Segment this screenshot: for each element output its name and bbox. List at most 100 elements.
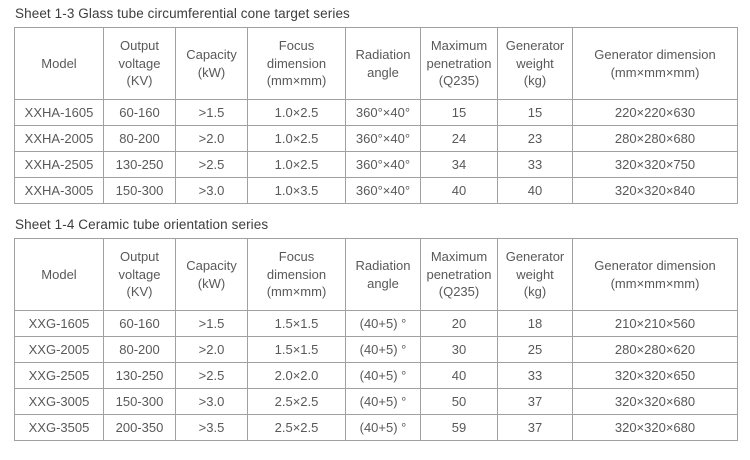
cell: 34 (420, 151, 498, 178)
cell: 360°×40° (345, 151, 421, 178)
cell: 320×320×650 (572, 362, 738, 389)
cell: 33 (497, 151, 573, 178)
cell: 150-300 (103, 177, 176, 204)
cell: 59 (420, 414, 498, 441)
table-row: XXHA-2505 130-250 >2.5 1.0×2.5 360°×40° 34 33 3… (14, 151, 738, 178)
cell: 320×320×680 (572, 388, 738, 415)
header-cell: Radiation angle (345, 238, 421, 311)
cell: 2.0×2.0 (247, 362, 346, 389)
cell: 280×280×680 (572, 125, 738, 152)
cell: 2.5×2.5 (247, 414, 346, 441)
cell: 320×320×680 (572, 414, 738, 441)
cell: 40 (420, 177, 498, 204)
cell: XXHA-1605 (14, 99, 104, 126)
sheet-1-4-section: Sheet 1-4 Ceramic tube orientation serie… (14, 217, 738, 441)
cell: >2.0 (175, 125, 248, 152)
cell: >2.0 (175, 336, 248, 363)
cell: 1.0×2.5 (247, 99, 346, 126)
cell: 40 (420, 362, 498, 389)
cell: 200-350 (103, 414, 176, 441)
ceramic-tube-table: Model Output voltage (KV) Capacity (kW) Focus d… (14, 238, 738, 441)
cell: (40+5) ° (345, 388, 421, 415)
cell: 210×210×560 (572, 310, 738, 337)
cell: 25 (497, 336, 573, 363)
cell: 320×320×750 (572, 151, 738, 178)
cell: 1.5×1.5 (247, 336, 346, 363)
cell: 80-200 (103, 125, 176, 152)
cell: (40+5) ° (345, 310, 421, 337)
table-row: XXG-3005 150-300 >3.0 2.5×2.5 (40+5) ° 50 37 32… (14, 388, 738, 415)
cell: 23 (497, 125, 573, 152)
header-cell: Maximum penetration (Q235) (420, 238, 498, 311)
header-cell: Capacity (kW) (175, 238, 248, 311)
table-row: XXHA-3005 150-300 >3.0 1.0×3.5 360°×40° 40 40 3… (14, 177, 738, 204)
header-cell: Capacity (kW) (175, 27, 248, 100)
table-row: XXG-3505 200-350 >3.5 2.5×2.5 (40+5) ° 59 37 32… (14, 414, 738, 441)
header-cell: Radiation angle (345, 27, 421, 100)
header-cell: Generator dimension (mm×mm×mm) (572, 27, 738, 100)
cell: XXG-2005 (14, 336, 104, 363)
cell: (40+5) ° (345, 414, 421, 441)
cell: 60-160 (103, 99, 176, 126)
cell: >3.0 (175, 388, 248, 415)
table-row: XXHA-1605 60-160 >1.5 1.0×2.5 360°×40° 15 15 22… (14, 99, 738, 126)
cell: 15 (497, 99, 573, 126)
table-row: XXG-2005 80-200 >2.0 1.5×1.5 (40+5) ° 30 25 280… (14, 336, 738, 363)
glass-tube-table: Model Output voltage (KV) Capacity (kW) Focus d… (14, 27, 738, 204)
cell: 130-250 (103, 362, 176, 389)
header-row: Model Output voltage (KV) Capacity (kW) Focus d… (14, 238, 738, 311)
cell: XXG-1605 (14, 310, 104, 337)
cell: XXHA-2505 (14, 151, 104, 178)
cell: 360°×40° (345, 99, 421, 126)
header-row: Model Output voltage (KV) Capacity (kW) Focus d… (14, 27, 738, 100)
header-cell: Generator dimension (mm×mm×mm) (572, 238, 738, 311)
cell: 60-160 (103, 310, 176, 337)
cell: 2.5×2.5 (247, 388, 346, 415)
cell: 1.0×2.5 (247, 125, 346, 152)
table-row: XXG-2505 130-250 >2.5 2.0×2.0 (40+5) ° 40 33 32… (14, 362, 738, 389)
cell: 18 (497, 310, 573, 337)
cell: XXHA-3005 (14, 177, 104, 204)
cell: 50 (420, 388, 498, 415)
cell: (40+5) ° (345, 362, 421, 389)
sheet-1-3-title: Sheet 1-3 Glass tube circumferential con… (15, 6, 350, 21)
header-cell: Maximum penetration (Q235) (420, 27, 498, 100)
cell: 20 (420, 310, 498, 337)
cell: 280×280×620 (572, 336, 738, 363)
cell: >2.5 (175, 151, 248, 178)
cell: 150-300 (103, 388, 176, 415)
sheet-1-4-title: Sheet 1-4 Ceramic tube orientation serie… (15, 217, 269, 232)
cell: XXG-2505 (14, 362, 104, 389)
header-cell: Model (14, 238, 104, 311)
cell: >1.5 (175, 99, 248, 126)
cell: >3.5 (175, 414, 248, 441)
table-row: XXHA-2005 80-200 >2.0 1.0×2.5 360°×40° 24 23 28… (14, 125, 738, 152)
cell: 33 (497, 362, 573, 389)
table-row: XXG-1605 60-160 >1.5 1.5×1.5 (40+5) ° 20 18 210… (14, 310, 738, 337)
header-cell: Focus dimension (mm×mm) (247, 27, 346, 100)
header-cell: Generator weight (kg) (497, 238, 573, 311)
page: Sheet 1-3 Glass tube circumferential con… (14, 6, 738, 441)
header-cell: Output voltage (KV) (103, 27, 176, 100)
cell: 24 (420, 125, 498, 152)
cell: >3.0 (175, 177, 248, 204)
header-cell: Generator weight (kg) (497, 27, 573, 100)
cell: (40+5) ° (345, 336, 421, 363)
cell: 37 (497, 414, 573, 441)
cell: 320×320×840 (572, 177, 738, 204)
cell: 37 (497, 388, 573, 415)
header-cell: Focus dimension (mm×mm) (247, 238, 346, 311)
cell: 1.0×2.5 (247, 151, 346, 178)
cell: 15 (420, 99, 498, 126)
cell: 40 (497, 177, 573, 204)
cell: 360°×40° (345, 177, 421, 204)
header-cell: Output voltage (KV) (103, 238, 176, 311)
sheet-1-3-section: Sheet 1-3 Glass tube circumferential con… (14, 6, 738, 204)
cell: 130-250 (103, 151, 176, 178)
cell: 220×220×630 (572, 99, 738, 126)
cell: XXHA-2005 (14, 125, 104, 152)
cell: 1.5×1.5 (247, 310, 346, 337)
header-cell: Model (14, 27, 104, 100)
cell: XXG-3505 (14, 414, 104, 441)
cell: 30 (420, 336, 498, 363)
